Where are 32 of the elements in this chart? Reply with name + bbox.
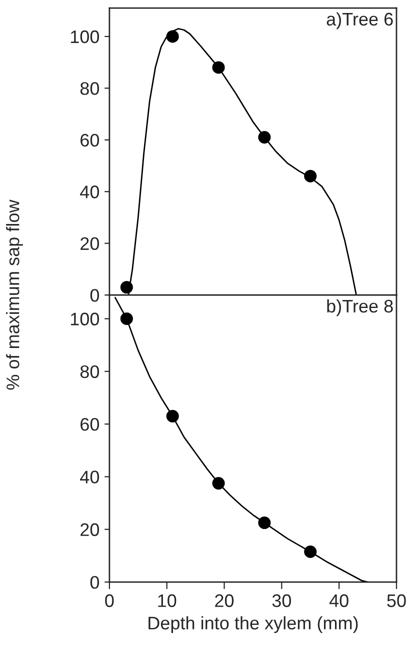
y-tick-label: 0 [90, 288, 100, 302]
point [166, 30, 179, 43]
y-tick-label: 20 [80, 237, 100, 250]
annotation: b)Tree 8 [327, 299, 393, 316]
point [166, 410, 179, 422]
point [304, 545, 317, 558]
y-tick-label: 100 [70, 30, 100, 44]
y-axis-title: % of maximum sap flow [6, 200, 23, 390]
point [120, 312, 133, 325]
point [120, 280, 133, 294]
y-tick-label: 80 [80, 365, 100, 378]
y-tick-label: 20 [80, 523, 100, 536]
y-tick-label: 0 [90, 576, 100, 589]
y-tick-label: 40 [80, 186, 100, 198]
x-tick-label: 40 [329, 594, 348, 608]
point [258, 131, 271, 144]
point [212, 477, 225, 490]
y-tick-label: 60 [80, 134, 100, 147]
annotation: a)Tree 6 [326, 12, 393, 30]
y-tick-label: 60 [80, 418, 100, 431]
x-tick-label: 30 [272, 594, 291, 608]
y-tick-label: 100 [70, 312, 100, 326]
x-tick-label: 10 [158, 594, 176, 608]
y-tick-label: 40 [80, 470, 100, 484]
point [304, 170, 317, 182]
point [212, 61, 225, 74]
y-tick-label: 80 [80, 82, 100, 95]
x-axis-title: Depth into the xylem (mm) [148, 616, 358, 634]
x-tick-label: 0 [105, 594, 114, 608]
point [258, 516, 271, 530]
x-tick-label: 20 [215, 594, 234, 608]
x-tick-label: 50 [387, 594, 406, 608]
